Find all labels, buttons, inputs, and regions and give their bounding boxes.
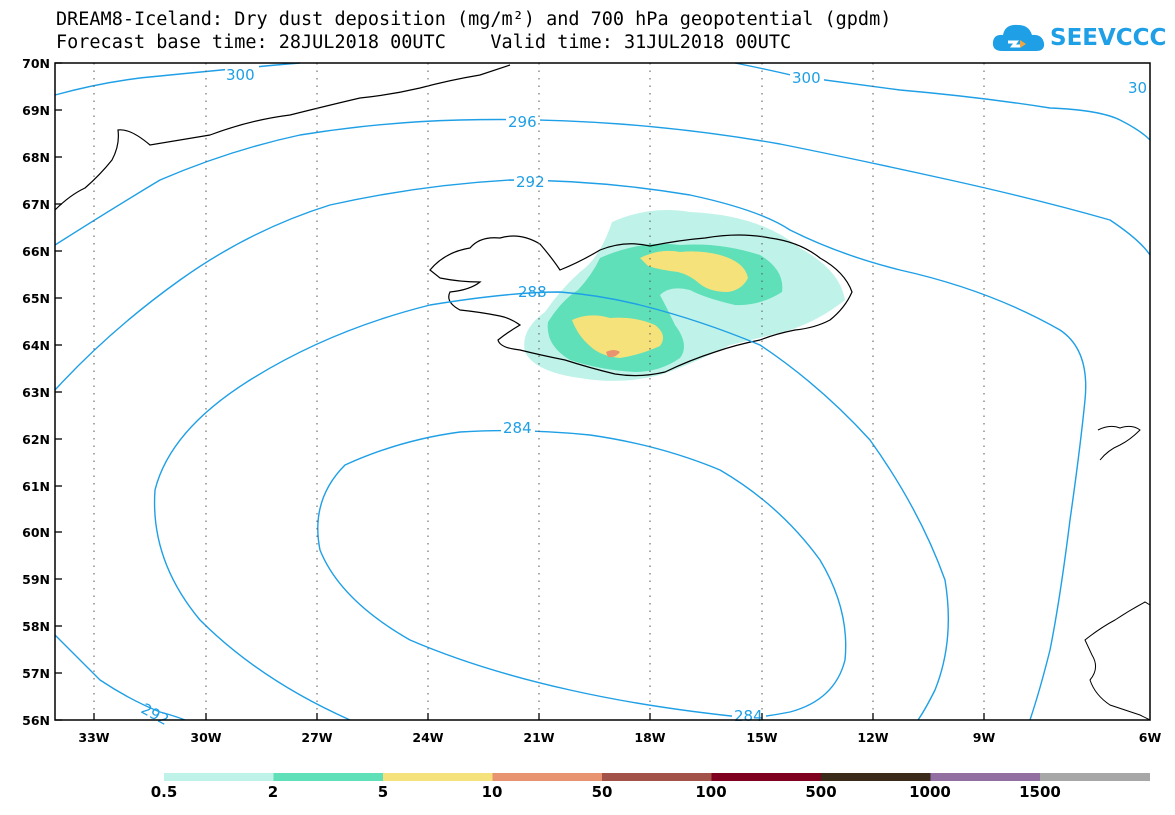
logo-text: SEEVCCC bbox=[1050, 25, 1167, 51]
colorbar-swatch bbox=[821, 773, 931, 781]
colorbar-label: 2 bbox=[268, 783, 278, 801]
contour-300-west bbox=[54, 62, 301, 96]
lat-label: 59N bbox=[22, 572, 50, 587]
colorbar-label: 1500 bbox=[1019, 783, 1061, 801]
contour-label: 30 bbox=[1128, 79, 1147, 97]
colorbar-swatch bbox=[1040, 773, 1150, 781]
lat-label: 68N bbox=[22, 150, 50, 165]
lon-label: 33W bbox=[78, 730, 109, 745]
greenland-coastline bbox=[54, 64, 511, 211]
longitude-labels: 33W 30W 27W 24W 21W 18W 15W 12W 9W 6W bbox=[78, 730, 1161, 745]
dust-deposition-field bbox=[524, 209, 845, 381]
contour-296 bbox=[54, 118, 1151, 256]
contour-292-southwest bbox=[54, 634, 186, 721]
contour-label: 300 bbox=[792, 69, 821, 87]
lat-label: 60N bbox=[22, 525, 50, 540]
contour-label: 296 bbox=[508, 113, 537, 131]
chart-subtitle: Forecast base time: 28JUL2018 00UTC Vali… bbox=[56, 32, 792, 53]
colorbar-swatch bbox=[711, 773, 822, 781]
lat-label: 58N bbox=[22, 619, 50, 634]
lat-label: 61N bbox=[22, 479, 50, 494]
colorbar-label: 5 bbox=[378, 783, 388, 801]
contour-284 bbox=[317, 429, 847, 719]
colorbar-label: 50 bbox=[592, 783, 613, 801]
lon-label: 6W bbox=[1139, 730, 1162, 745]
lat-label: 65N bbox=[22, 291, 50, 306]
lat-label: 63N bbox=[22, 385, 50, 400]
lon-label: 30W bbox=[190, 730, 221, 745]
contour-label: 292 bbox=[516, 173, 545, 191]
lon-label: 9W bbox=[973, 730, 996, 745]
graticule bbox=[93, 63, 985, 720]
colorbar-label: 500 bbox=[805, 783, 836, 801]
colorbar-swatch bbox=[602, 773, 712, 781]
lon-label: 21W bbox=[523, 730, 554, 745]
contour-292 bbox=[54, 179, 1087, 721]
cloud-icon bbox=[992, 24, 1045, 51]
seevccc-logo: SEEVCCC bbox=[990, 18, 1167, 58]
colorbar-swatch bbox=[930, 773, 1041, 781]
contour-288 bbox=[153, 291, 950, 721]
iceland-coastline bbox=[429, 234, 853, 377]
lat-label: 56N bbox=[22, 713, 50, 728]
colorbar-label: 0.5 bbox=[151, 783, 178, 801]
colorbar-swatches bbox=[164, 773, 1150, 781]
colorbar-label: 1000 bbox=[909, 783, 951, 801]
contour-label: 284 bbox=[503, 419, 532, 437]
lat-label: 62N bbox=[22, 432, 50, 447]
colorbar-swatch bbox=[383, 773, 493, 781]
lat-label: 69N bbox=[22, 103, 50, 118]
lat-label: 57N bbox=[22, 666, 50, 681]
lon-label: 27W bbox=[301, 730, 332, 745]
colorbar-label: 10 bbox=[482, 783, 503, 801]
colorbar-swatch bbox=[164, 773, 274, 781]
colorbar-label: 100 bbox=[695, 783, 726, 801]
contour-label: 300 bbox=[226, 66, 255, 84]
faroe-islands bbox=[1097, 425, 1141, 461]
lon-label: 12W bbox=[857, 730, 888, 745]
lon-label: 18W bbox=[634, 730, 665, 745]
map-panel: 300 300 30 296 292 292 288 284 284 bbox=[22, 56, 1161, 745]
colorbar-swatch bbox=[273, 773, 384, 781]
lon-label: 24W bbox=[412, 730, 443, 745]
latitude-labels: 70N 69N 68N 67N 66N 65N 64N 63N 62N 61N … bbox=[22, 56, 50, 728]
scotland-coastline bbox=[1084, 601, 1151, 721]
lat-label: 66N bbox=[22, 244, 50, 259]
lon-label: 15W bbox=[746, 730, 777, 745]
chart-title: DREAM8-Iceland: Dry dust deposition (mg/… bbox=[56, 9, 892, 30]
lat-label: 64N bbox=[22, 338, 50, 353]
colorbar-swatch bbox=[492, 773, 603, 781]
lat-label: 70N bbox=[22, 56, 50, 71]
axis-ticks bbox=[55, 62, 985, 721]
colorbar-labels: 0.5 2 5 10 50 100 500 1000 1500 bbox=[151, 783, 1061, 801]
lat-label: 67N bbox=[22, 197, 50, 212]
